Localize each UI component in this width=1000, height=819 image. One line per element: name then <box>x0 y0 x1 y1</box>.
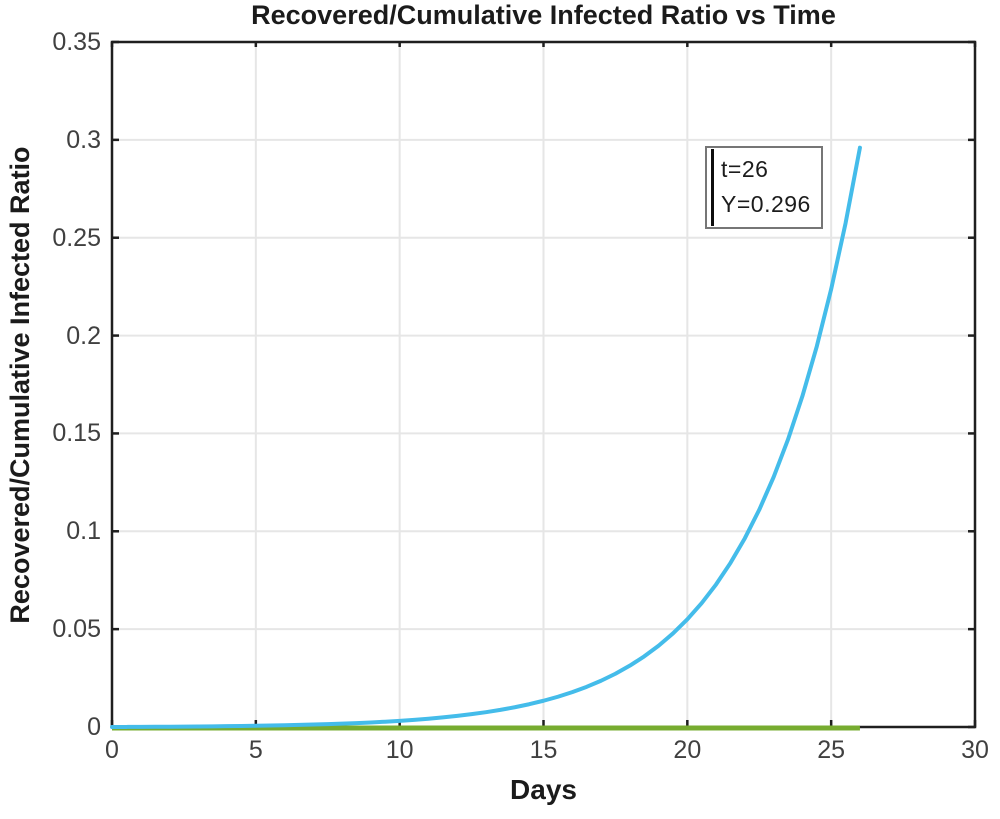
y-tick-label: 0.35 <box>52 28 101 56</box>
y-tick-label: 0.15 <box>52 419 101 448</box>
y-tick-label: 0.1 <box>66 517 101 546</box>
chart-title: Recovered/Cumulative Infected Ratio vs T… <box>251 0 836 30</box>
y-tick-label: 0 <box>87 713 101 741</box>
annotation-line1: t=26 <box>721 156 769 182</box>
y-tick-label: 0.3 <box>66 125 101 154</box>
y-tick-label: 0.05 <box>52 615 101 644</box>
x-tick-label: 0 <box>105 736 119 764</box>
x-tick-label: 20 <box>673 736 702 764</box>
plot-canvas <box>110 40 977 731</box>
y-tick-label: 0.25 <box>52 223 101 252</box>
plot-area <box>110 40 977 731</box>
x-tick-label: 10 <box>385 736 414 764</box>
annotation-left-bar <box>711 149 714 226</box>
x-tick-label: 25 <box>817 736 846 764</box>
annotation-line2: Y=0.296 <box>721 191 811 217</box>
x-axis-label: Days <box>510 774 577 805</box>
x-tick-label: 30 <box>961 736 989 764</box>
annotation-box: t=26 Y=0.296 <box>705 146 823 229</box>
y-tick-label: 0.2 <box>66 321 101 350</box>
x-tick-label: 15 <box>529 736 558 764</box>
x-tick-label: 5 <box>248 736 263 764</box>
